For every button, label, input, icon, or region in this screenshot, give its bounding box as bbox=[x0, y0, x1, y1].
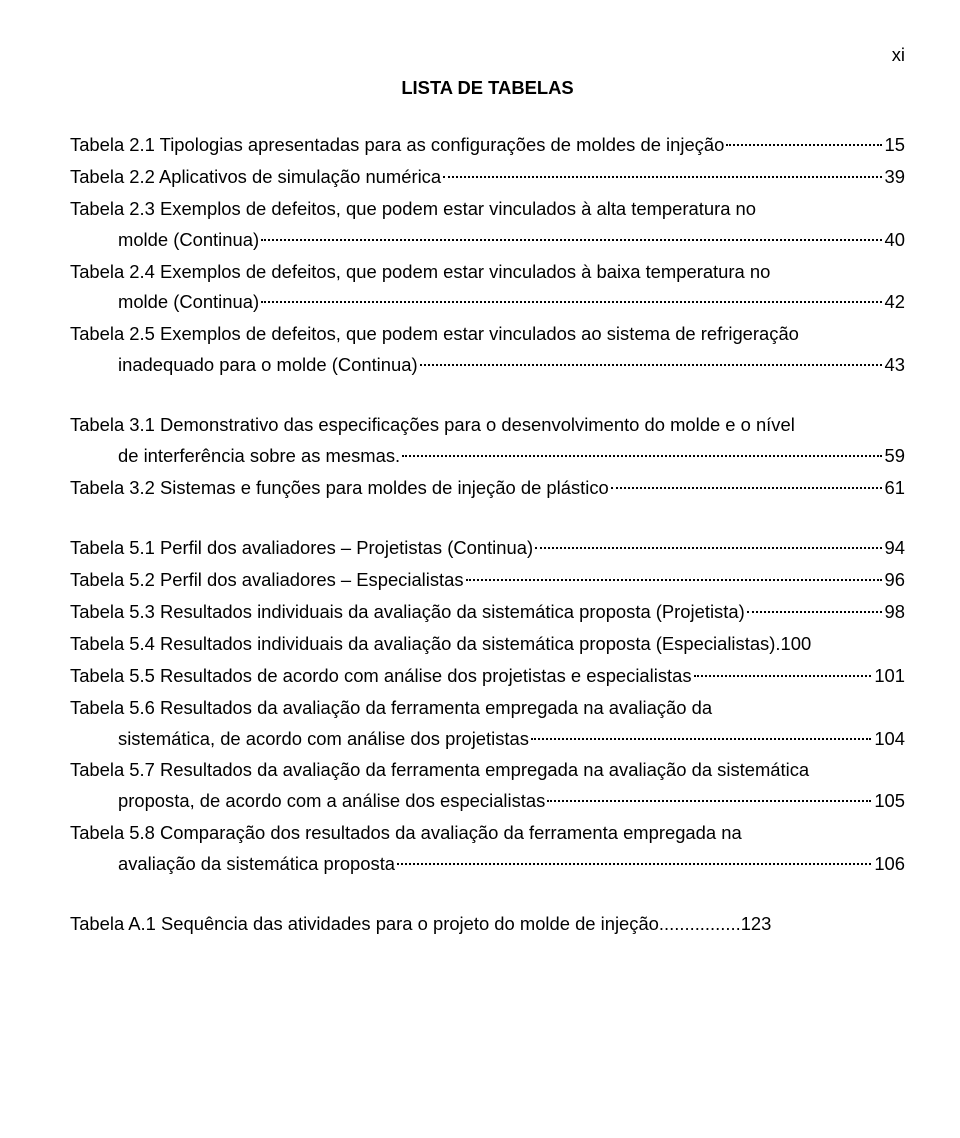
dot-leaders bbox=[531, 737, 871, 740]
entry-text: Tabela 5.4 Resultados individuais da ava… bbox=[70, 629, 780, 660]
entry-text: Tabela A.1 Sequência das atividades para… bbox=[70, 909, 659, 940]
toc-entry: Tabela 5.4 Resultados individuais da ava… bbox=[70, 629, 905, 660]
entry-text: Tabela 5.1 Perfil dos avaliadores – Proj… bbox=[70, 533, 533, 564]
entry-text-cont: proposta, de acordo com a análise dos es… bbox=[118, 786, 545, 817]
page-title: LISTA DE TABELAS bbox=[70, 73, 905, 104]
entry-page: 39 bbox=[885, 162, 905, 193]
entry-text: Tabela 3.2 Sistemas e funções para molde… bbox=[70, 473, 609, 504]
toc-entry: Tabela 3.1 Demonstrativo das especificaç… bbox=[70, 410, 905, 472]
toc-entry: Tabela 2.3 Exemplos de defeitos, que pod… bbox=[70, 194, 905, 256]
entry-page: 106 bbox=[874, 849, 905, 880]
section-gap bbox=[70, 881, 905, 909]
dot-leaders bbox=[547, 799, 871, 802]
entry-text: Tabela 5.7 Resultados da avaliação da fe… bbox=[70, 755, 809, 786]
entry-page: 15 bbox=[885, 130, 905, 161]
section-gap bbox=[70, 382, 905, 410]
dot-leaders bbox=[726, 143, 881, 146]
toc-entry: Tabela 2.4 Exemplos de defeitos, que pod… bbox=[70, 257, 905, 319]
dot-leaders bbox=[466, 578, 882, 581]
toc-entry: Tabela 2.5 Exemplos de defeitos, que pod… bbox=[70, 319, 905, 381]
entry-text-cont: molde (Continua) bbox=[118, 225, 259, 256]
entry-text: Tabela 3.1 Demonstrativo das especificaç… bbox=[70, 410, 795, 441]
dot-leaders bbox=[402, 454, 881, 457]
entry-text: Tabela 2.3 Exemplos de defeitos, que pod… bbox=[70, 194, 756, 225]
toc-entry: Tabela 3.2 Sistemas e funções para molde… bbox=[70, 473, 905, 504]
entry-text-cont: avaliação da sistemática proposta bbox=[118, 849, 395, 880]
entry-page: 96 bbox=[885, 565, 905, 596]
dot-leaders bbox=[694, 674, 872, 677]
page-number: xi bbox=[70, 40, 905, 71]
dot-leaders bbox=[261, 300, 881, 303]
entry-text: Tabela 2.2 Aplicativos de simulação numé… bbox=[70, 162, 441, 193]
toc-entry: Tabela 2.1 Tipologias apresentadas para … bbox=[70, 130, 905, 161]
entry-page: 105 bbox=[874, 786, 905, 817]
entry-page: 94 bbox=[885, 533, 905, 564]
entry-text: Tabela 5.3 Resultados individuais da ava… bbox=[70, 597, 745, 628]
entry-text: Tabela 5.8 Comparação dos resultados da … bbox=[70, 818, 742, 849]
entry-page: 59 bbox=[885, 441, 905, 472]
toc-entry: Tabela 5.7 Resultados da avaliação da fe… bbox=[70, 755, 905, 817]
toc-entry: Tabela 2.2 Aplicativos de simulação numé… bbox=[70, 162, 905, 193]
toc-entry: Tabela 5.5 Resultados de acordo com anál… bbox=[70, 661, 905, 692]
entry-text: Tabela 5.5 Resultados de acordo com anál… bbox=[70, 661, 692, 692]
entry-page: 104 bbox=[874, 724, 905, 755]
dot-leaders bbox=[611, 486, 882, 489]
entry-text: Tabela 5.6 Resultados da avaliação da fe… bbox=[70, 693, 712, 724]
entry-text: Tabela 2.5 Exemplos de defeitos, que pod… bbox=[70, 319, 799, 350]
section-gap bbox=[70, 505, 905, 533]
dot-leaders bbox=[420, 363, 882, 366]
entry-page: 40 bbox=[885, 225, 905, 256]
entry-text-cont: sistemática, de acordo com análise dos p… bbox=[118, 724, 529, 755]
dot-leaders bbox=[535, 546, 881, 549]
entry-page: 101 bbox=[874, 661, 905, 692]
dot-leaders bbox=[261, 238, 881, 241]
entry-text-cont: molde (Continua) bbox=[118, 287, 259, 318]
toc-entry: Tabela 5.3 Resultados individuais da ava… bbox=[70, 597, 905, 628]
toc-entry: Tabela 5.2 Perfil dos avaliadores – Espe… bbox=[70, 565, 905, 596]
entry-page: 61 bbox=[885, 473, 905, 504]
toc-entry: Tabela 5.1 Perfil dos avaliadores – Proj… bbox=[70, 533, 905, 564]
toc-entry: Tabela 5.8 Comparação dos resultados da … bbox=[70, 818, 905, 880]
table-of-contents: Tabela 2.1 Tipologias apresentadas para … bbox=[70, 130, 905, 940]
toc-entry: Tabela 5.6 Resultados da avaliação da fe… bbox=[70, 693, 905, 755]
entry-text: Tabela 2.1 Tipologias apresentadas para … bbox=[70, 130, 724, 161]
dot-leaders bbox=[397, 862, 871, 865]
entry-page: 42 bbox=[885, 287, 905, 318]
entry-page: 43 bbox=[885, 350, 905, 381]
dot-leaders bbox=[443, 175, 881, 178]
toc-entry: Tabela A.1 Sequência das atividades para… bbox=[70, 909, 905, 940]
entry-text-cont: inadequado para o molde (Continua) bbox=[118, 350, 418, 381]
entry-page: 123 bbox=[741, 909, 772, 940]
entry-text: Tabela 5.2 Perfil dos avaliadores – Espe… bbox=[70, 565, 464, 596]
entry-text-cont: de interferência sobre as mesmas. bbox=[118, 441, 400, 472]
dot-leaders: ................ bbox=[659, 909, 741, 940]
entry-page: 100 bbox=[780, 629, 811, 660]
dot-leaders bbox=[747, 610, 882, 613]
entry-text: Tabela 2.4 Exemplos de defeitos, que pod… bbox=[70, 257, 770, 288]
entry-page: 98 bbox=[885, 597, 905, 628]
